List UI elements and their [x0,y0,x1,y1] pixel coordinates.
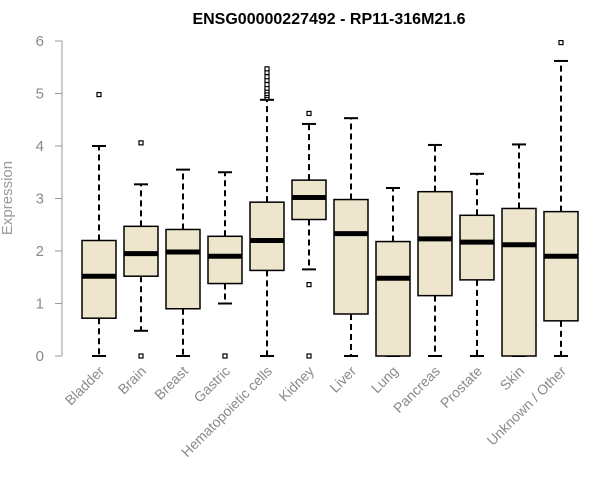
iqr-box [207,235,243,285]
iqr-box [333,198,369,315]
iqr-box [501,207,537,357]
iqr-box [81,239,117,319]
outlier-point [222,353,228,359]
x-tick-label: Bladder [62,363,108,409]
y-tick-label: 1 [36,296,44,313]
outlier-point [138,140,144,146]
outlier-point [264,81,270,88]
x-tick-label: Prostate [437,363,485,411]
box-4 [249,66,285,357]
outlier-point [96,91,102,98]
outlier-point [264,74,270,80]
y-tick-label: 5 [36,86,44,103]
box-6 [333,117,369,357]
outlier-point [306,110,312,117]
box-5 [291,110,327,359]
y-axis-label: Expression [0,161,16,235]
x-tick-label: Lung [368,363,401,396]
y-tick-label: 0 [36,348,44,365]
x-tick-label: Brain [115,363,149,397]
x-tick-label: Kidney [276,363,318,405]
box-0 [81,91,117,357]
y-tick-label: 2 [36,243,44,260]
boxes-group [81,39,579,359]
chart-title: ENSG00000227492 - RP11-316M21.6 [192,11,465,28]
outlier-point [306,353,312,359]
box-2 [165,168,201,357]
box-7 [375,187,411,357]
iqr-box [459,214,495,281]
x-tick-label: Breast [151,363,191,403]
iqr-box [165,228,201,310]
outlier-point [558,39,564,46]
iqr-box [249,201,285,272]
box-9 [459,172,495,357]
box-3 [207,171,243,359]
iqr-box [417,190,453,297]
iqr-box [375,240,411,357]
box-10 [501,143,537,357]
y-tick-label: 3 [36,191,44,208]
outlier-point [264,66,270,72]
box-8 [417,143,453,357]
x-tick-label: Liver [326,363,359,396]
x-tick-label: Pancreas [390,363,443,416]
x-tick-label: Unknown / Other [484,363,570,449]
y-tick-label: 4 [36,138,44,155]
outlier-point [306,282,312,288]
y-axis: 0 1 2 3 4 5 6 [36,33,63,365]
box-1 [123,140,159,359]
iqr-box [543,210,579,322]
outlier-point [138,353,144,359]
y-tick-label: 6 [36,33,44,50]
box-11 [543,39,579,357]
x-tick-label: Skin [497,363,528,394]
